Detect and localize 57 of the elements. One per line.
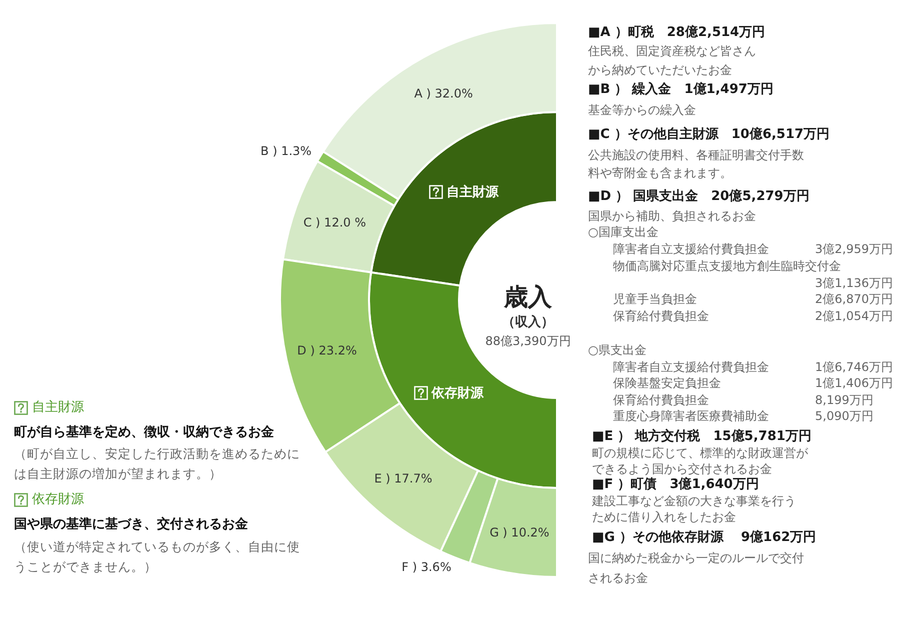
text: 8,199万円 [815, 392, 874, 409]
text: ■A ）町税 28億2,514万円 [588, 24, 766, 42]
text: 基金等からの繰入金 [588, 102, 696, 119]
text: 公共施設の使用料、各種証明書交付手数 [588, 147, 804, 164]
text: 物価高騰対応重点支援地方創生臨時交付金 [613, 258, 841, 275]
text: ■E ） 地方交付税 15億5,781万円 [592, 428, 812, 446]
slice-label: D ) 23.2% [297, 344, 357, 358]
text: 児童手当負担金 [613, 291, 697, 308]
slice-label: C ) 12.0 % [303, 215, 366, 230]
slice-label: B ) 1.3% [260, 144, 312, 158]
text: うことができません。） [14, 558, 157, 576]
text: 住民税、固定資産税など皆さん [588, 43, 756, 60]
text: （収入） [502, 315, 554, 330]
text: 1億6,746万円 [815, 359, 893, 376]
text: ■D ） 国県支出金 20億5,279万円 [588, 188, 810, 206]
text: （町が自立し、安定した行政活動を進めるために [14, 445, 300, 463]
slice-label: E ) 17.7% [374, 471, 432, 486]
text: ○国庫支出金 [588, 224, 658, 241]
text: 歳入 [504, 283, 552, 311]
text: 2億6,870万円 [815, 291, 893, 308]
text: ■C ）その他自主財源 10億6,517万円 [588, 126, 830, 144]
text: 3億1,136万円 [815, 275, 893, 292]
text: 依存財源 [32, 491, 84, 509]
text: （使い道が特定されているものが多く、自由に使 [14, 538, 300, 556]
text: 料や寄附金も含まれます。 [588, 165, 732, 182]
text: 町が自ら基準を定め、徴収・収納できるお金 [14, 424, 274, 442]
text: 障害者自立支援給付費負担金 [613, 359, 769, 376]
text: ■B ） 繰入金 1億1,497万円 [588, 81, 774, 99]
text: 1億1,406万円 [815, 375, 893, 392]
text: 建設工事など金額の大きな事業を行う [592, 493, 796, 510]
text: ■F ）町債 3億1,640万円 [592, 476, 759, 494]
text: 障害者自立支援給付費負担金 [613, 241, 769, 258]
text: 国や県の基準に基づき、交付されるお金 [14, 516, 248, 534]
text: 5,090万円 [815, 408, 874, 425]
text: 自主財源 [32, 399, 84, 417]
slice-label: 自主財源 [446, 184, 499, 201]
text: 保育給付費負担金 [613, 392, 709, 409]
text: 2億1,054万円 [815, 308, 893, 325]
text: 町の規模に応じて、標準的な財政運営が [592, 445, 808, 462]
text: されるお金 [588, 570, 648, 587]
slice-label: A ) 32.0% [414, 86, 473, 101]
text: 3億2,959万円 [815, 241, 893, 258]
text: できるよう国から交付されるお金 [592, 461, 772, 476]
text: 重度心身障害者医療費補助金 [613, 408, 769, 425]
slice-label: G ) 10.2% [490, 525, 550, 540]
text: 88億3,390万円 [485, 334, 571, 348]
text: から納めていただいたお金 [588, 62, 732, 79]
slice-label: F ) 3.6% [402, 560, 452, 574]
slice-label: 依存財源 [432, 385, 484, 402]
text: 国に納めた税金から一定のルールで交付 [588, 550, 804, 567]
text: は自主財源の増加が望まれます。） [14, 465, 222, 483]
text: ■G ）その他依存財源 9億162万円 [592, 529, 816, 547]
text: 国県から補助、負担されるお金 [588, 208, 756, 225]
text: ○県支出金 [588, 342, 646, 359]
text: 保険基盤安定負担金 [613, 375, 721, 392]
text: 保育給付費負担金 [613, 308, 709, 325]
text: ために借り入れをしたお金 [592, 509, 736, 526]
